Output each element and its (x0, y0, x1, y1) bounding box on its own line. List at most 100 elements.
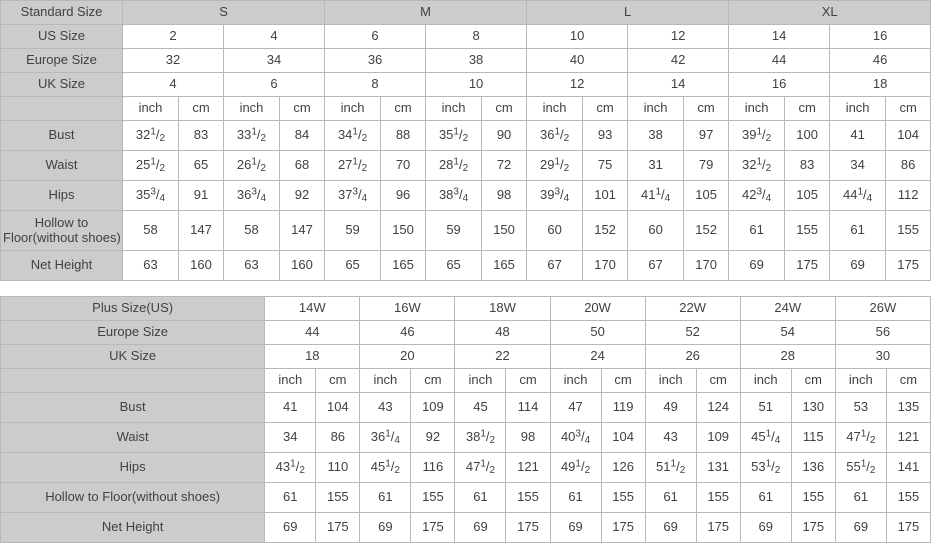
table-row: Hollow to Floor(without shoes) 58 147 58 147 5… (0, 210, 931, 251)
table-cell: 46 (359, 320, 456, 345)
table-cell: 451/2 (359, 452, 412, 483)
table-cell: 353/4 (122, 180, 179, 211)
row-label: Bust (0, 392, 266, 423)
table-cell: 105 (784, 180, 831, 211)
table-cell: 61 (644, 482, 697, 513)
unit-inch: inch (644, 368, 697, 393)
table-cell: 147 (178, 210, 224, 251)
table-cell: 423/4 (728, 180, 786, 211)
unit-inch: inch (324, 96, 382, 121)
table-cell: 130 (790, 392, 836, 423)
table-cell: 93 (582, 120, 629, 151)
table-cell: 61 (834, 482, 887, 513)
table-cell: 84 (278, 120, 326, 151)
table-cell: 109 (695, 422, 741, 453)
unit-inch: inch (454, 368, 507, 393)
table-cell: 100 (784, 120, 831, 151)
table-cell: 373/4 (324, 180, 382, 211)
plus-size-24w: 24W (739, 296, 836, 321)
table-cell: 97 (683, 120, 730, 151)
table-cell: 40 (526, 48, 629, 73)
unit-inch: inch (739, 368, 792, 393)
table-cell: 271/2 (324, 150, 382, 181)
table-row: Bust 321/2 83 331/2 84 341/2 88 351/2 90 361/2 93 3… (0, 120, 931, 151)
unit-cm: cm (178, 96, 224, 121)
table-cell: 10 (526, 24, 629, 49)
table-cell: 14 (728, 24, 831, 49)
table-cell: 98 (505, 422, 551, 453)
table-cell: 46 (829, 48, 931, 73)
plus-size-18w: 18W (454, 296, 551, 321)
table-cell: 152 (683, 210, 730, 251)
table-cell: 75 (582, 150, 629, 181)
unit-cm: cm (315, 368, 361, 393)
row-label: UK Size (0, 72, 123, 97)
unit-inch: inch (834, 368, 887, 393)
table-cell: 44 (264, 320, 361, 345)
unit-inch: inch (264, 368, 317, 393)
table-cell: 79 (683, 150, 730, 181)
table-cell: 491/2 (549, 452, 602, 483)
unit-cm: cm (784, 96, 831, 121)
table-cell: 155 (885, 210, 931, 251)
size-group-m: M (324, 0, 528, 25)
table-cell: 155 (885, 482, 931, 513)
table-cell: 83 (178, 120, 224, 151)
table-cell: 72 (481, 150, 528, 181)
table-cell: 28 (739, 344, 836, 369)
table-cell: 155 (784, 210, 831, 251)
row-label: Net Height (0, 512, 266, 543)
table-cell: 175 (410, 512, 456, 543)
table-cell: 8 (324, 72, 427, 97)
table-cell: 119 (600, 392, 646, 423)
table-row: Bust 41 104 43 109 45 114 47 119 49 124 51 130 53 135 (0, 392, 931, 423)
table-cell: 383/4 (425, 180, 483, 211)
table-cell: 34 (264, 422, 317, 453)
table-cell: 92 (278, 180, 326, 211)
unit-row-label (0, 368, 266, 393)
unit-cm: cm (481, 96, 528, 121)
table-cell: 44 (728, 48, 831, 73)
table-cell: 261/2 (223, 150, 280, 181)
table-cell: 43 (359, 392, 412, 423)
table-cell: 110 (315, 452, 361, 483)
table-cell: 551/2 (834, 452, 887, 483)
standard-size-table: Standard Size S M L XL US Size 2 4 6 8 10 12 14 16 Eur… (0, 0, 931, 281)
table-cell: 86 (885, 150, 931, 181)
table-cell: 36 (324, 48, 427, 73)
table-cell: 155 (790, 482, 836, 513)
table-cell: 2 (122, 24, 224, 49)
table-cell: 31 (627, 150, 685, 181)
plus-size-20w: 20W (549, 296, 646, 321)
row-label: Hollow to Floor(without shoes) (0, 210, 123, 251)
plus-size-26w: 26W (834, 296, 931, 321)
unit-inch: inch (627, 96, 685, 121)
unit-header-row: inch cm inch cm inch cm inch cm inch cm inch cm inch… (0, 96, 931, 121)
plus-size-22w: 22W (644, 296, 741, 321)
table-cell: 321/2 (122, 120, 179, 151)
table-cell: 65 (178, 150, 224, 181)
table-cell: 175 (885, 512, 931, 543)
unit-cm: cm (885, 96, 931, 121)
table-cell: 531/2 (739, 452, 792, 483)
unit-inch: inch (728, 96, 786, 121)
table-cell: 471/2 (454, 452, 507, 483)
table-cell: 116 (410, 452, 456, 483)
table-cell: 381/2 (454, 422, 507, 453)
table-cell: 70 (380, 150, 427, 181)
table-cell: 60 (627, 210, 685, 251)
table-cell: 34 (829, 150, 887, 181)
unit-header-row: inch cm inch cm inch cm inch cm inch cm inch cm inch… (0, 368, 931, 393)
table-cell: 54 (739, 320, 836, 345)
table-cell: 136 (790, 452, 836, 483)
table-cell: 160 (178, 250, 224, 281)
table-row: Net Height 69 175 69 175 69 175 69 175 69 175 69 175… (0, 512, 931, 543)
table-cell: 441/4 (829, 180, 887, 211)
table-row: Net Height 63 160 63 160 65 165 65 165 67 170 67 170… (0, 250, 931, 281)
table-cell: 60 (526, 210, 584, 251)
table-cell: 281/2 (425, 150, 483, 181)
table-cell: 34 (222, 48, 326, 73)
table-cell: 155 (505, 482, 551, 513)
row-label: Europe Size (0, 320, 266, 345)
